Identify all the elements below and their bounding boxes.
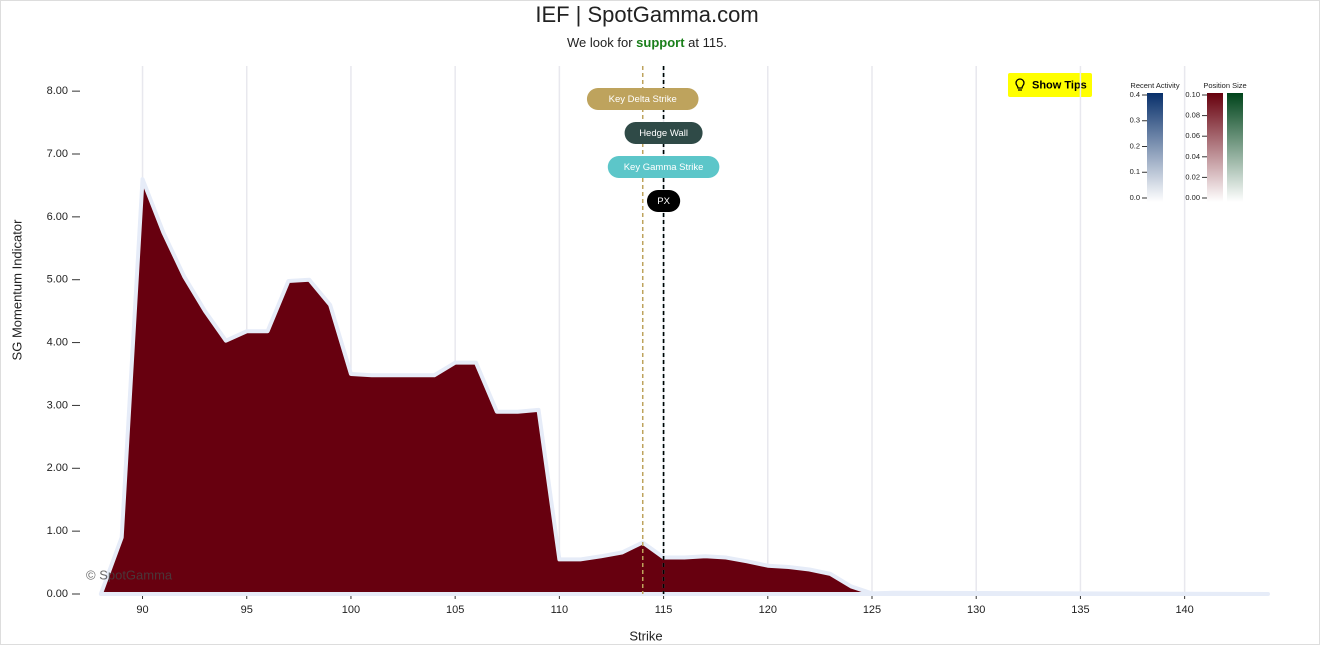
x-tick-label: 90 (136, 604, 148, 616)
color-bar (1227, 93, 1243, 202)
level-pill (624, 122, 703, 144)
watermark: © SpotGamma (86, 567, 173, 582)
tips-button-label[interactable]: Show Tips (1032, 79, 1087, 91)
y-tick-label: 7.00 (47, 148, 68, 160)
color-bar (1207, 93, 1223, 202)
subtitle-text: We look for (567, 35, 633, 50)
x-tick-label: 110 (551, 604, 569, 616)
level-pill (607, 156, 720, 178)
x-tick-label: 120 (759, 604, 777, 616)
level-label: PX (657, 196, 670, 207)
level-pill (586, 88, 699, 110)
color-scale-tick-label: 0.04 (1185, 152, 1200, 161)
x-axis-label: Strike (629, 628, 662, 643)
x-tick-label: 95 (241, 604, 253, 616)
y-tick-label: 0.00 (47, 588, 68, 600)
level-pill (646, 190, 681, 212)
color-scale-tick-label: 0.3 (1130, 116, 1140, 125)
y-tick-label: 6.00 (47, 211, 68, 223)
y-tick-label: 1.00 (47, 525, 68, 537)
y-tick-label: 2.00 (47, 462, 68, 474)
y-tick-label: 3.00 (47, 399, 68, 411)
x-tick-label: 115 (655, 604, 673, 616)
color-scale-tick-label: 0.1 (1130, 167, 1140, 176)
x-tick-label: 100 (342, 604, 360, 616)
color-scale-tick-label: 0.2 (1130, 141, 1140, 150)
y-tick-label: 8.00 (47, 85, 68, 97)
tips-button[interactable]: Show Tips (1008, 73, 1092, 97)
color-scale-tick-label: 0.08 (1185, 111, 1200, 120)
subtitle: We look for support at 115. (567, 35, 727, 50)
y-tick-label: 5.00 (47, 274, 68, 286)
x-tick-label: 140 (1175, 604, 1193, 616)
chart-title: IEF | SpotGamma.com (535, 2, 758, 27)
area (98, 177, 1270, 596)
x-tick-label: 125 (863, 604, 881, 616)
color-scale-tick-label: 0.0 (1130, 193, 1140, 202)
subtitle-text: at 115. (688, 35, 727, 50)
level-label: Hedge Wall (639, 128, 688, 139)
color-scale-tick-label: 0.02 (1185, 172, 1200, 181)
bulb-icon (1015, 78, 1025, 91)
subtitle-emphasis: support (636, 35, 685, 50)
color-scale-title: Recent Activity (1130, 81, 1179, 90)
color-scale-tick-label: 0.06 (1185, 131, 1200, 140)
level-label: Key Gamma Strike (624, 162, 704, 173)
x-tick-label: 105 (446, 604, 464, 616)
color-scale-tick-label: 0.10 (1185, 90, 1200, 99)
color-scale-tick-label: 0.4 (1130, 90, 1140, 99)
color-scale-title: Position Size (1203, 81, 1246, 90)
level-label: Key Delta Strike (609, 94, 677, 105)
tips-button-bg[interactable] (1008, 73, 1092, 97)
y-axis-label: SG Momentum Indicator (9, 219, 24, 361)
color-scale-tick-label: 0.00 (1185, 193, 1200, 202)
y-tick-label: 4.00 (47, 336, 68, 348)
x-tick-label: 130 (967, 604, 985, 616)
color-bar (1147, 93, 1163, 202)
x-tick-label: 135 (1071, 604, 1089, 616)
